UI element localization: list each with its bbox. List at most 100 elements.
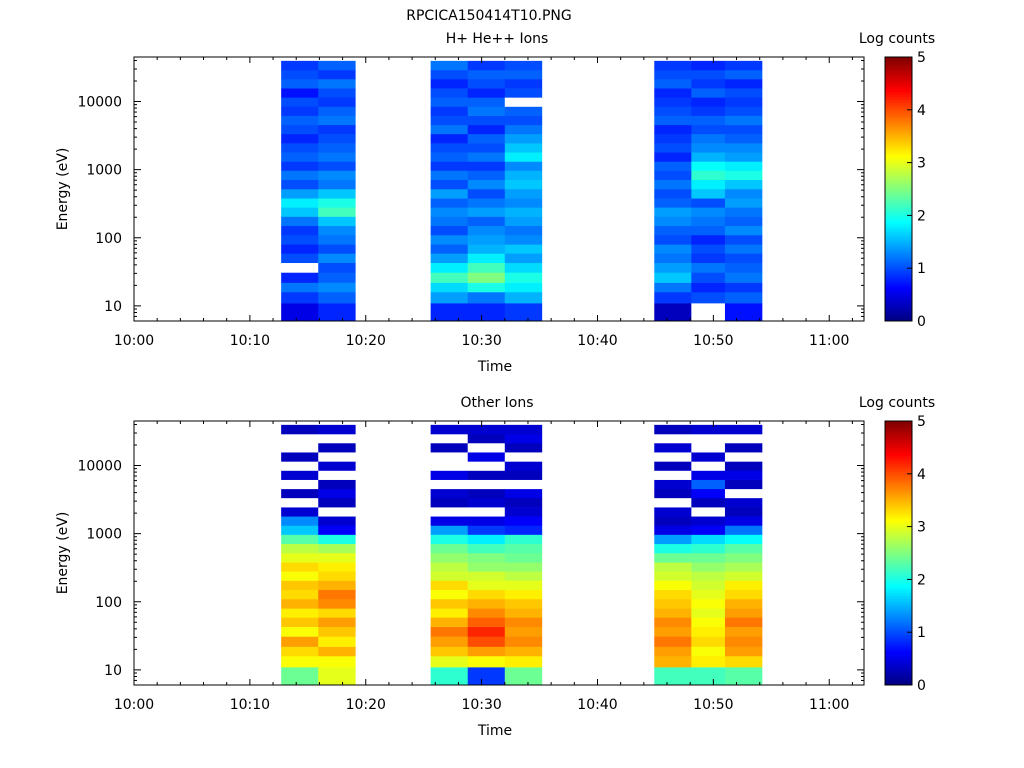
colorbar-segment <box>885 526 912 530</box>
heatmap-cell <box>724 525 763 535</box>
heatmap-cell <box>430 198 469 208</box>
y-axis-label: Energy (eV) <box>55 148 71 231</box>
colorbar-segment <box>885 545 912 549</box>
heatmap-cell <box>654 198 692 208</box>
heatmap-cell <box>281 244 319 254</box>
colorbar-segment <box>885 318 912 322</box>
heatmap-cell <box>281 608 319 618</box>
colorbar-tick-label: 2 <box>917 572 926 588</box>
heatmap-cell <box>467 525 506 535</box>
heatmap-cell <box>724 207 763 217</box>
heatmap-cell <box>318 225 356 236</box>
heatmap-cell <box>318 161 356 171</box>
heatmap-cell <box>467 198 506 208</box>
heatmap-cell <box>654 461 692 471</box>
heatmap-cell <box>724 115 763 126</box>
heatmap-cell <box>691 442 726 453</box>
heatmap-cell <box>654 225 692 236</box>
heatmap-cell <box>504 580 543 591</box>
heatmap-cell <box>281 78 319 89</box>
plot-frame <box>133 56 865 322</box>
heatmap-cell <box>724 598 763 609</box>
heatmap-cell <box>318 507 356 517</box>
colorbar-segment <box>885 589 912 593</box>
colorbar-segment <box>885 289 912 293</box>
heatmap-cell <box>691 115 726 126</box>
colorbar-segment <box>885 624 912 628</box>
heatmap-cell <box>691 253 726 264</box>
colorbar-segment <box>885 508 912 512</box>
heatmap-cell <box>318 97 356 107</box>
heatmap-cell <box>430 598 469 609</box>
colorbar-segment <box>885 423 912 427</box>
heatmap-cell <box>504 667 543 686</box>
y-tick-label: 1000 <box>86 163 122 179</box>
heatmap-cell <box>467 291 506 304</box>
colorbar-segment <box>885 252 912 256</box>
heatmap-cell <box>467 188 506 199</box>
heatmap-cell <box>724 282 763 293</box>
colorbar-segment <box>885 233 912 237</box>
heatmap-cell <box>654 60 692 71</box>
heatmap-cell <box>504 543 543 554</box>
heatmap-cell <box>504 143 543 153</box>
heatmap-cell <box>654 253 692 264</box>
colorbar-segment <box>885 484 912 488</box>
heatmap-cell <box>318 198 356 208</box>
heatmap-cell <box>467 207 506 217</box>
heatmap-cell <box>467 617 506 628</box>
heatmap-cell <box>430 424 469 435</box>
heatmap-cell <box>467 152 506 162</box>
heatmap-cell <box>504 470 543 480</box>
heatmap-cell <box>504 170 543 181</box>
heatmap-cell <box>654 655 692 668</box>
heatmap-cell <box>724 272 763 283</box>
heatmap-cell <box>724 291 763 304</box>
heatmap-cell <box>281 216 319 227</box>
y-tick-label: 10000 <box>77 459 122 475</box>
heatmap-cell <box>281 646 319 657</box>
colorbar-segment <box>885 655 912 659</box>
heatmap-cell <box>504 552 543 563</box>
colorbar-segment <box>885 489 912 493</box>
heatmap-cell <box>281 188 319 199</box>
colorbar-segment <box>885 653 912 657</box>
heatmap-cell <box>281 170 319 181</box>
heatmap-cell <box>724 234 763 245</box>
colorbar-segment <box>885 568 912 572</box>
heatmap-cell <box>430 303 469 322</box>
heatmap-cell <box>504 78 543 89</box>
colorbar-segment <box>885 648 912 652</box>
heatmap-cell <box>691 303 726 322</box>
heatmap-cell <box>691 470 726 480</box>
heatmap-cell <box>504 434 543 444</box>
heatmap-cell <box>691 133 726 144</box>
heatmap-cell <box>318 534 356 545</box>
colorbar-segment <box>885 294 912 298</box>
colorbar-segment <box>885 144 912 148</box>
heatmap-cell <box>430 479 469 490</box>
heatmap-cell <box>724 434 763 444</box>
colorbar-segment <box>885 202 912 206</box>
heatmap-cell <box>430 507 469 517</box>
colorbar-segment <box>885 281 912 285</box>
heatmap-cell <box>654 497 692 508</box>
colorbar-segment <box>885 62 912 66</box>
colorbar-segment <box>885 125 912 129</box>
heatmap-cell <box>318 216 356 227</box>
heatmap-cell <box>281 179 319 190</box>
heatmap-cell <box>654 216 692 227</box>
colorbar-segment <box>885 605 912 609</box>
heatmap-cell <box>504 479 543 490</box>
heatmap-cell <box>654 291 692 304</box>
colorbar-segment <box>885 637 912 641</box>
heatmap-cell <box>318 282 356 293</box>
heatmap-cell <box>504 571 543 581</box>
heatmap-cell <box>724 636 763 647</box>
colorbar-segment <box>885 597 912 601</box>
colorbar-tick-label: 3 <box>917 520 926 536</box>
colorbar-segment <box>885 225 912 229</box>
heatmap-cell <box>691 589 726 600</box>
heatmap-cell <box>504 207 543 217</box>
heatmap-cell <box>430 571 469 581</box>
